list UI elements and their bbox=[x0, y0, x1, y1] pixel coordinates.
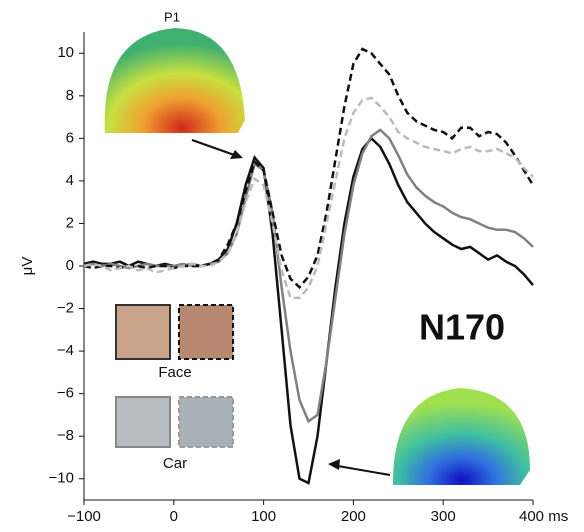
y-tick-label: −10 bbox=[49, 470, 74, 487]
arrow-head bbox=[328, 459, 340, 470]
y-tick-label: 2 bbox=[66, 214, 74, 231]
scrambled-face-image bbox=[178, 304, 234, 360]
x-tick-label: 300 bbox=[431, 508, 456, 525]
y-tick-label: 4 bbox=[66, 172, 74, 189]
y-tick-label: −6 bbox=[57, 385, 74, 402]
y-tick-label: 10 bbox=[57, 44, 74, 61]
x-tick-label: 400 ms bbox=[519, 508, 568, 525]
x-tick-label: 100 bbox=[251, 508, 276, 525]
arrow bbox=[191, 139, 241, 158]
x-tick-label: 0 bbox=[170, 508, 178, 525]
x-tick-label: 200 bbox=[341, 508, 366, 525]
y-tick-label: −2 bbox=[57, 300, 74, 317]
series-line bbox=[83, 128, 534, 424]
annotation: N170 bbox=[419, 307, 505, 348]
face-image bbox=[115, 304, 171, 360]
y-tick-label: 6 bbox=[66, 129, 74, 146]
arrow-head bbox=[230, 150, 243, 159]
y-tick-label: −8 bbox=[57, 427, 74, 444]
x-tick-label: −100 bbox=[67, 508, 101, 525]
legend-label: Face bbox=[158, 364, 191, 381]
y-axis-label: μV bbox=[19, 257, 36, 276]
legend-label: Car bbox=[163, 455, 187, 472]
series-line bbox=[83, 47, 535, 290]
y-tick-label: −4 bbox=[57, 342, 74, 359]
scrambled-car-image bbox=[178, 396, 234, 448]
series-line bbox=[83, 96, 534, 300]
y-tick-label: 0 bbox=[66, 257, 74, 274]
arrow bbox=[331, 464, 391, 476]
annotation: P1 bbox=[164, 9, 180, 24]
car-image bbox=[115, 396, 171, 448]
topomap-n170 bbox=[392, 388, 530, 485]
topomap-p1 bbox=[104, 28, 245, 133]
y-tick-label: 8 bbox=[66, 87, 74, 104]
